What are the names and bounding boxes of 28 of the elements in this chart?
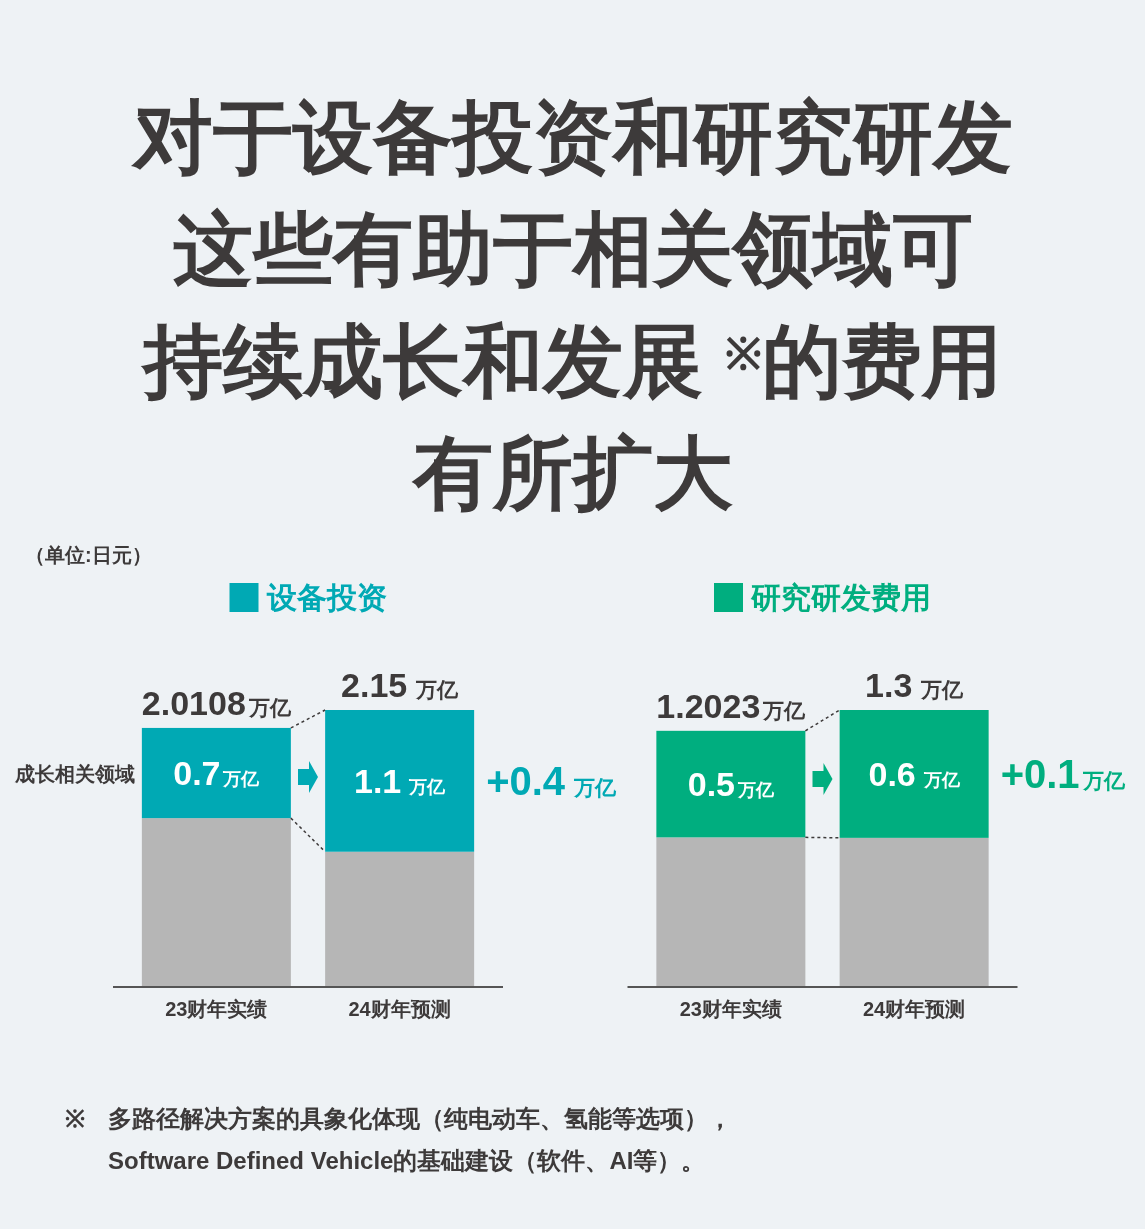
bar <box>141 727 291 819</box>
bar <box>656 730 806 838</box>
annotation: +0.4 万亿 <box>486 758 617 803</box>
bar <box>325 851 475 987</box>
data-label: 1.1 万亿 <box>353 761 447 800</box>
bar <box>141 818 291 987</box>
text: ※ 多路径解决方案的具象化体现（纯电动车、氢能等选项）， Software Defined Vehicle的基础建设（软件、AI等）。 <box>65 1105 732 1174</box>
bar <box>839 710 989 838</box>
x-tick-label: 24财年预测 <box>348 998 451 1020</box>
data-label: 0.7万亿 <box>173 754 261 793</box>
total-label: 2.0108万亿 <box>141 683 292 722</box>
data-label: 0.5万亿 <box>687 765 775 804</box>
x-tick-label: 24财年预测 <box>863 998 966 1020</box>
data-label: 0.6 万亿 <box>868 754 961 793</box>
annotation: 成长相关领域 <box>13 763 135 786</box>
total-label: 1.3 万亿 <box>865 666 965 704</box>
chart-title: 对于设备投资和研究研发这些有助于相关领域可持续成长和发展 $^{※}$的费用有所扩大 <box>132 93 1013 518</box>
bar <box>656 837 806 987</box>
legend-label: 研究研发费用 <box>750 581 931 614</box>
annotation: +0.1万亿 <box>1000 751 1126 796</box>
x-tick-label: 23财年实绩 <box>165 998 268 1020</box>
bar <box>325 710 475 852</box>
chart-subtitle: （单位:日元） <box>25 544 152 566</box>
x-tick-label: 23财年实绩 <box>679 998 782 1020</box>
bar <box>839 837 989 987</box>
total-label: 1.2023万亿 <box>656 686 807 725</box>
total-label: 2.15 万亿 <box>341 666 460 704</box>
legend-label: 设备投资 <box>265 581 387 614</box>
